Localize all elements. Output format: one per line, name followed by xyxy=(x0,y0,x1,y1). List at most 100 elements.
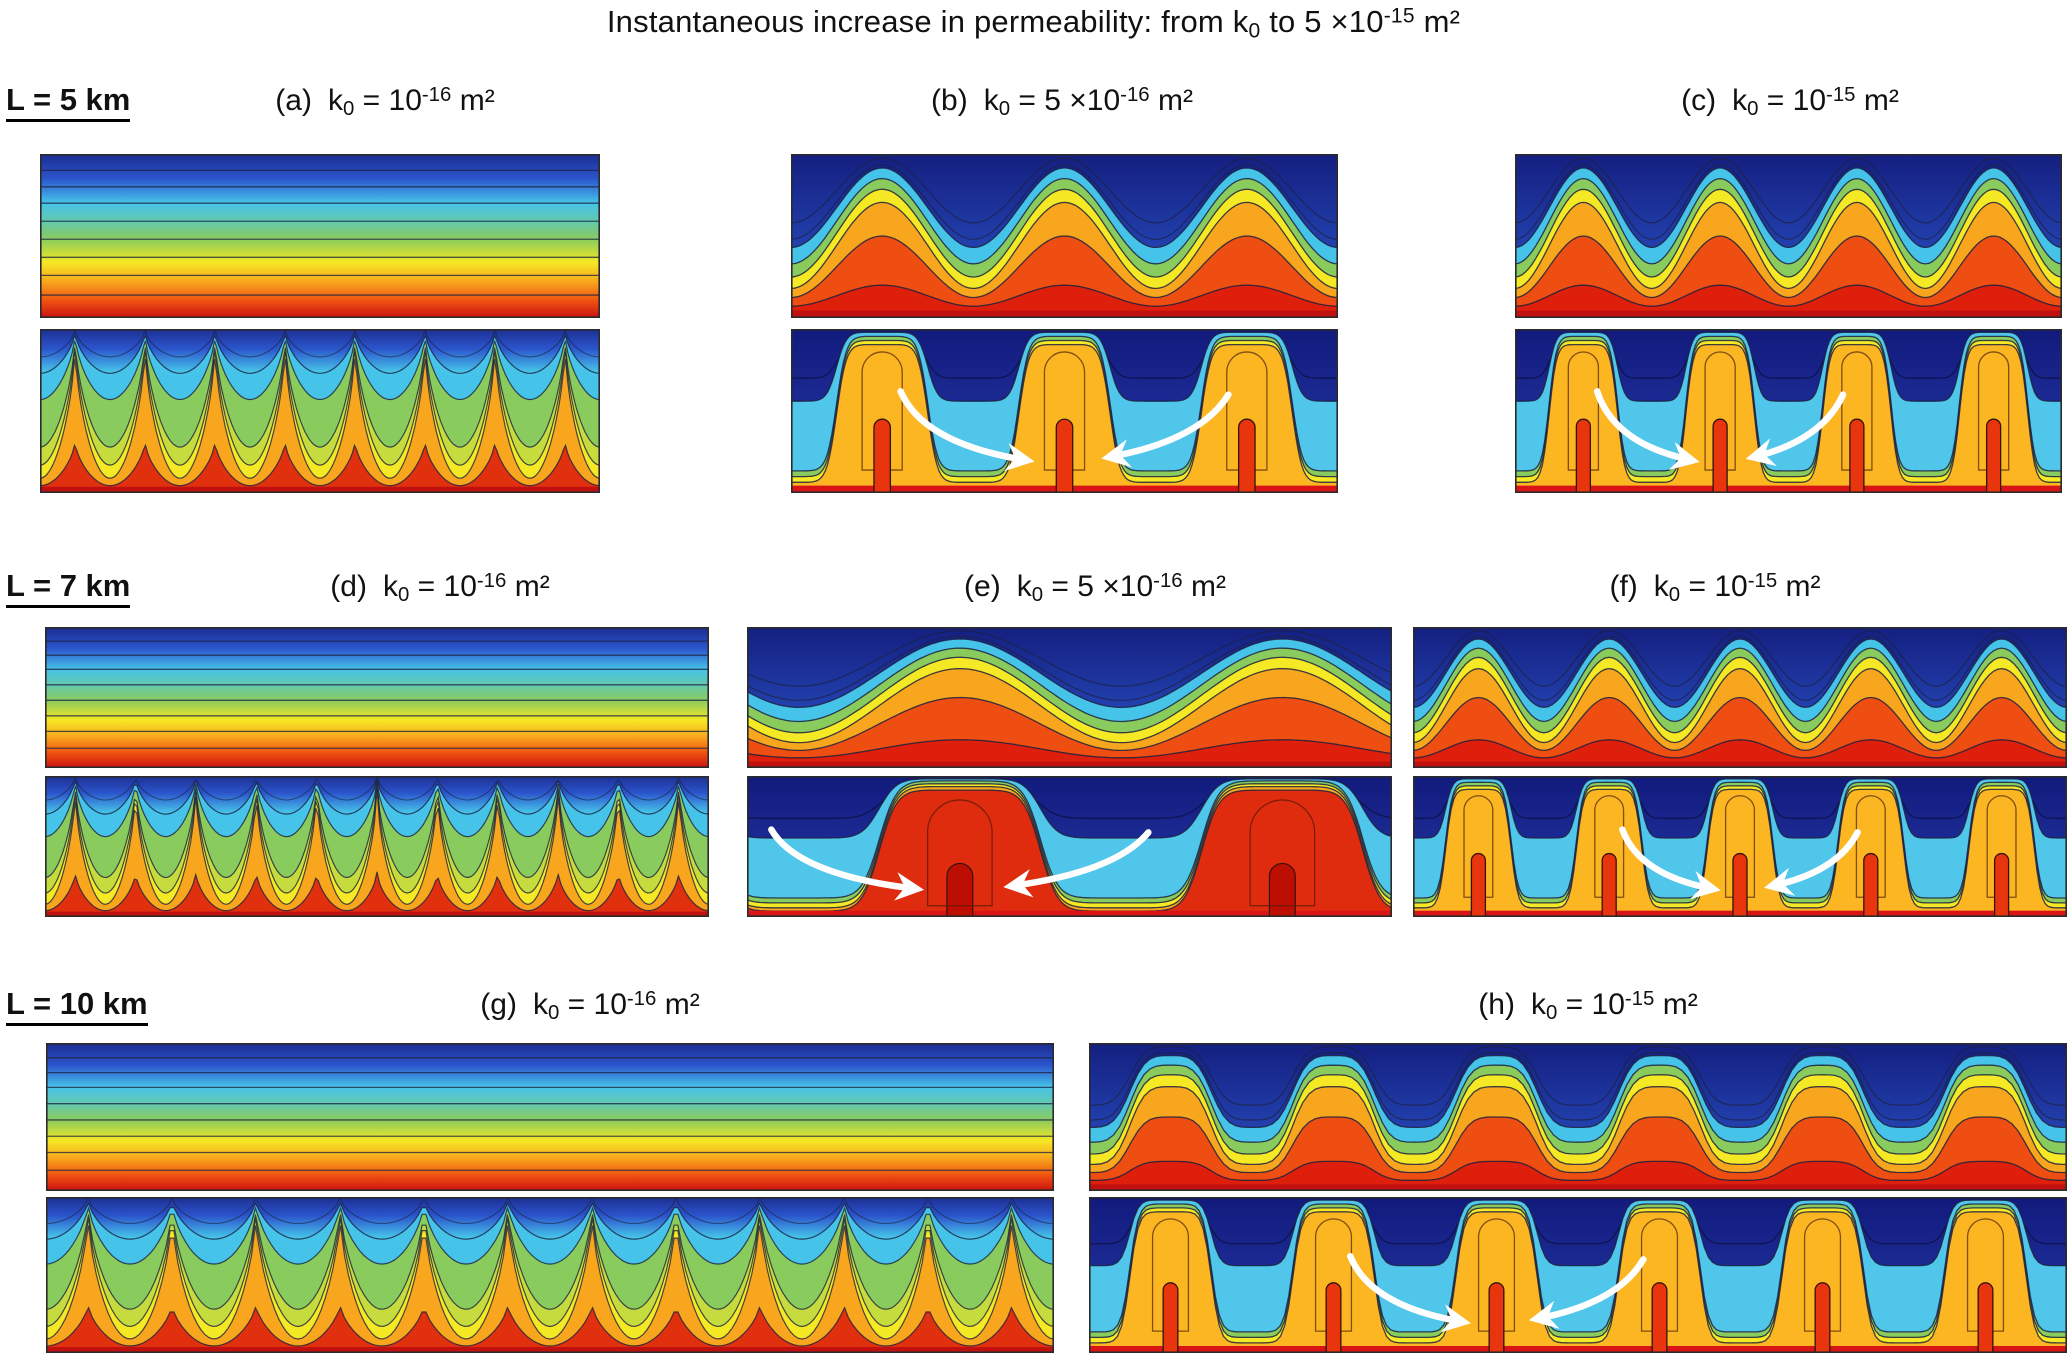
k0-subscript: 0 xyxy=(547,1002,560,1025)
equals: = xyxy=(354,84,389,118)
panel-g-id: (g) xyxy=(480,988,517,1022)
mushroom-plumes-field xyxy=(1515,329,2062,493)
title-text: Instantaneous increase in permeability: … xyxy=(606,4,1249,39)
panel-b-bottom-image xyxy=(791,329,1338,493)
k0-mantissa: 5 ×10 xyxy=(1077,570,1154,604)
k0-unit: m² xyxy=(1777,570,1821,604)
k0-symbol: k xyxy=(1732,84,1748,118)
panel-b-top-image xyxy=(791,154,1338,318)
panel-d-id: (d) xyxy=(330,570,367,604)
equals: = xyxy=(1010,84,1045,118)
panel-c-label: (c) k0 = 10-15 m² xyxy=(1681,84,1899,121)
k0-mantissa: 10 xyxy=(443,570,477,604)
k0-subscript: 0 xyxy=(1545,1002,1558,1025)
k0-unit: m² xyxy=(1149,84,1193,118)
k0-exponent: -16 xyxy=(421,84,452,106)
convection-cells-field xyxy=(1515,154,2062,318)
panel-a-bottom-image xyxy=(40,329,600,493)
k0-mantissa: 10 xyxy=(593,988,627,1022)
k0-subscript: 0 xyxy=(1668,584,1681,607)
panel-h-top-image xyxy=(1089,1043,2067,1191)
flow-arrows xyxy=(1593,388,1847,471)
equals: = xyxy=(1758,84,1793,118)
stratified-field xyxy=(45,627,709,768)
panel-d-label: (d) k0 = 10-16 m² xyxy=(330,570,549,607)
equals: = xyxy=(1680,570,1715,604)
title-unit: m² xyxy=(1414,4,1461,39)
flow-arrows xyxy=(897,388,1232,472)
panel-c-top-image xyxy=(1515,154,2062,318)
mushroom-plumes-field xyxy=(1413,776,2067,917)
k0-exponent: -16 xyxy=(476,570,507,592)
panel-e-bottom-image xyxy=(747,776,1392,917)
mushroom-plumes-field xyxy=(791,329,1338,493)
stratified-field xyxy=(46,1043,1054,1191)
panel-e-label: (e) k0 = 5 ×10-16 m² xyxy=(964,570,1226,607)
k0-subscript: 0 xyxy=(1747,98,1759,121)
figure-title: Instantaneous increase in permeability: … xyxy=(0,4,2067,43)
k0-exponent: -15 xyxy=(1826,84,1856,106)
k0-symbol: k xyxy=(327,84,343,118)
plume-fingers-field xyxy=(45,776,709,917)
panel-h-bottom-image xyxy=(1089,1197,2067,1353)
panel-f-id: (f) xyxy=(1609,570,1638,604)
k0-mantissa: 10 xyxy=(1714,570,1748,604)
k0-mantissa: 10 xyxy=(1792,84,1827,118)
mushroom-plumes-field xyxy=(1089,1197,2067,1353)
k0-exponent: -16 xyxy=(626,988,657,1010)
stratified-field xyxy=(40,154,600,318)
flow-arrows xyxy=(1347,1253,1647,1333)
k0-exponent: -15 xyxy=(1747,570,1778,592)
k0-subscript: 0 xyxy=(998,98,1011,121)
k0-symbol: k xyxy=(1653,570,1669,604)
panel-a-id: (a) xyxy=(275,84,312,118)
convection-cells-field xyxy=(1089,1043,2067,1191)
k0-unit: m² xyxy=(1182,570,1226,604)
row-label-L5km: L = 5 km xyxy=(6,82,131,122)
panel-e-top-image xyxy=(747,627,1392,768)
k0-mantissa: 10 xyxy=(388,84,422,118)
k0-symbol: k xyxy=(1016,570,1032,604)
mushroom-plumes-field xyxy=(747,776,1392,917)
panel-h-label: (h) k0 = 10-15 m² xyxy=(1478,988,1697,1025)
k0-exponent: -16 xyxy=(1153,570,1183,592)
k0-subscript: 0 xyxy=(397,584,410,607)
k0-symbol: k xyxy=(382,570,398,604)
panel-b-id: (b) xyxy=(931,84,968,118)
k0-unit: m² xyxy=(1855,84,1899,118)
row-label-L10km: L = 10 km xyxy=(6,986,148,1026)
equals: = xyxy=(1043,570,1078,604)
k0-subscript: 0 xyxy=(1031,584,1044,607)
k0-unit: m² xyxy=(451,84,495,118)
panel-g-label: (g) k0 = 10-16 m² xyxy=(480,988,699,1025)
plume-fingers-field xyxy=(40,329,600,493)
k0-symbol: k xyxy=(1530,988,1546,1022)
k0-subscript: 0 xyxy=(342,98,355,121)
equals: = xyxy=(1557,988,1592,1022)
title-subscript: 0 xyxy=(1248,19,1261,43)
k0-symbol: k xyxy=(532,988,548,1022)
k0-symbol: k xyxy=(983,84,999,118)
convection-cells-field xyxy=(747,627,1392,768)
equals: = xyxy=(559,988,594,1022)
panel-g-bottom-image xyxy=(46,1197,1054,1353)
k0-exponent: -16 xyxy=(1120,84,1150,106)
panel-g-top-image xyxy=(46,1043,1054,1191)
plume-fingers-field xyxy=(46,1197,1054,1353)
flow-arrows xyxy=(1619,826,1861,900)
k0-unit: m² xyxy=(1654,988,1698,1022)
panel-d-top-image xyxy=(45,627,709,768)
k0-unit: m² xyxy=(656,988,700,1022)
panel-f-label: (f) k0 = 10-15 m² xyxy=(1609,570,1820,607)
equals: = xyxy=(409,570,444,604)
panel-c-bottom-image xyxy=(1515,329,2062,493)
title-exponent: -15 xyxy=(1383,4,1415,28)
row-label-L7km: L = 7 km xyxy=(6,568,131,608)
panel-a-top-image xyxy=(40,154,600,318)
panel-c-id: (c) xyxy=(1681,84,1717,118)
panel-a-label: (a) k0 = 10-16 m² xyxy=(275,84,494,121)
panel-b-label: (b) k0 = 5 ×10-16 m² xyxy=(931,84,1193,121)
convection-cells-field xyxy=(1413,627,2067,768)
panel-d-bottom-image xyxy=(45,776,709,917)
